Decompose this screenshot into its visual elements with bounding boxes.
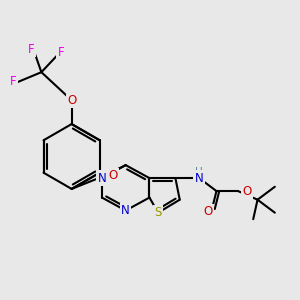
Text: O: O — [108, 169, 118, 182]
Text: F: F — [58, 46, 64, 59]
Text: O: O — [203, 205, 212, 218]
Text: H: H — [195, 167, 203, 177]
Text: F: F — [10, 75, 16, 88]
Text: S: S — [154, 206, 162, 219]
Text: N: N — [121, 204, 130, 217]
Text: N: N — [195, 172, 204, 184]
Text: N: N — [98, 172, 106, 184]
Text: O: O — [67, 94, 76, 107]
Text: F: F — [28, 43, 35, 56]
Text: O: O — [242, 184, 252, 198]
